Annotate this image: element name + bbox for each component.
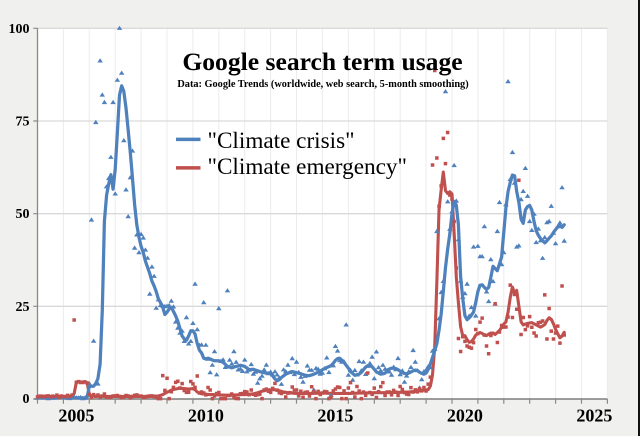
svg-text:25: 25 — [16, 300, 30, 315]
svg-text:"Climate emergency": "Climate emergency" — [208, 154, 407, 180]
svg-text:Data: Google Trends (worldwide: Data: Google Trends (worldwide, web sear… — [177, 79, 468, 90]
svg-text:2020: 2020 — [447, 406, 483, 426]
svg-text:50: 50 — [16, 207, 30, 222]
svg-text:Google search term usage: Google search term usage — [182, 47, 462, 76]
svg-text:0: 0 — [23, 392, 30, 407]
svg-text:2005: 2005 — [58, 406, 94, 426]
svg-text:2025: 2025 — [576, 406, 612, 426]
svg-text:"Climate crisis": "Climate crisis" — [208, 128, 355, 154]
svg-text:2010: 2010 — [188, 406, 224, 426]
svg-text:2015: 2015 — [317, 406, 353, 426]
svg-text:100: 100 — [9, 22, 30, 37]
svg-text:75: 75 — [16, 115, 30, 130]
